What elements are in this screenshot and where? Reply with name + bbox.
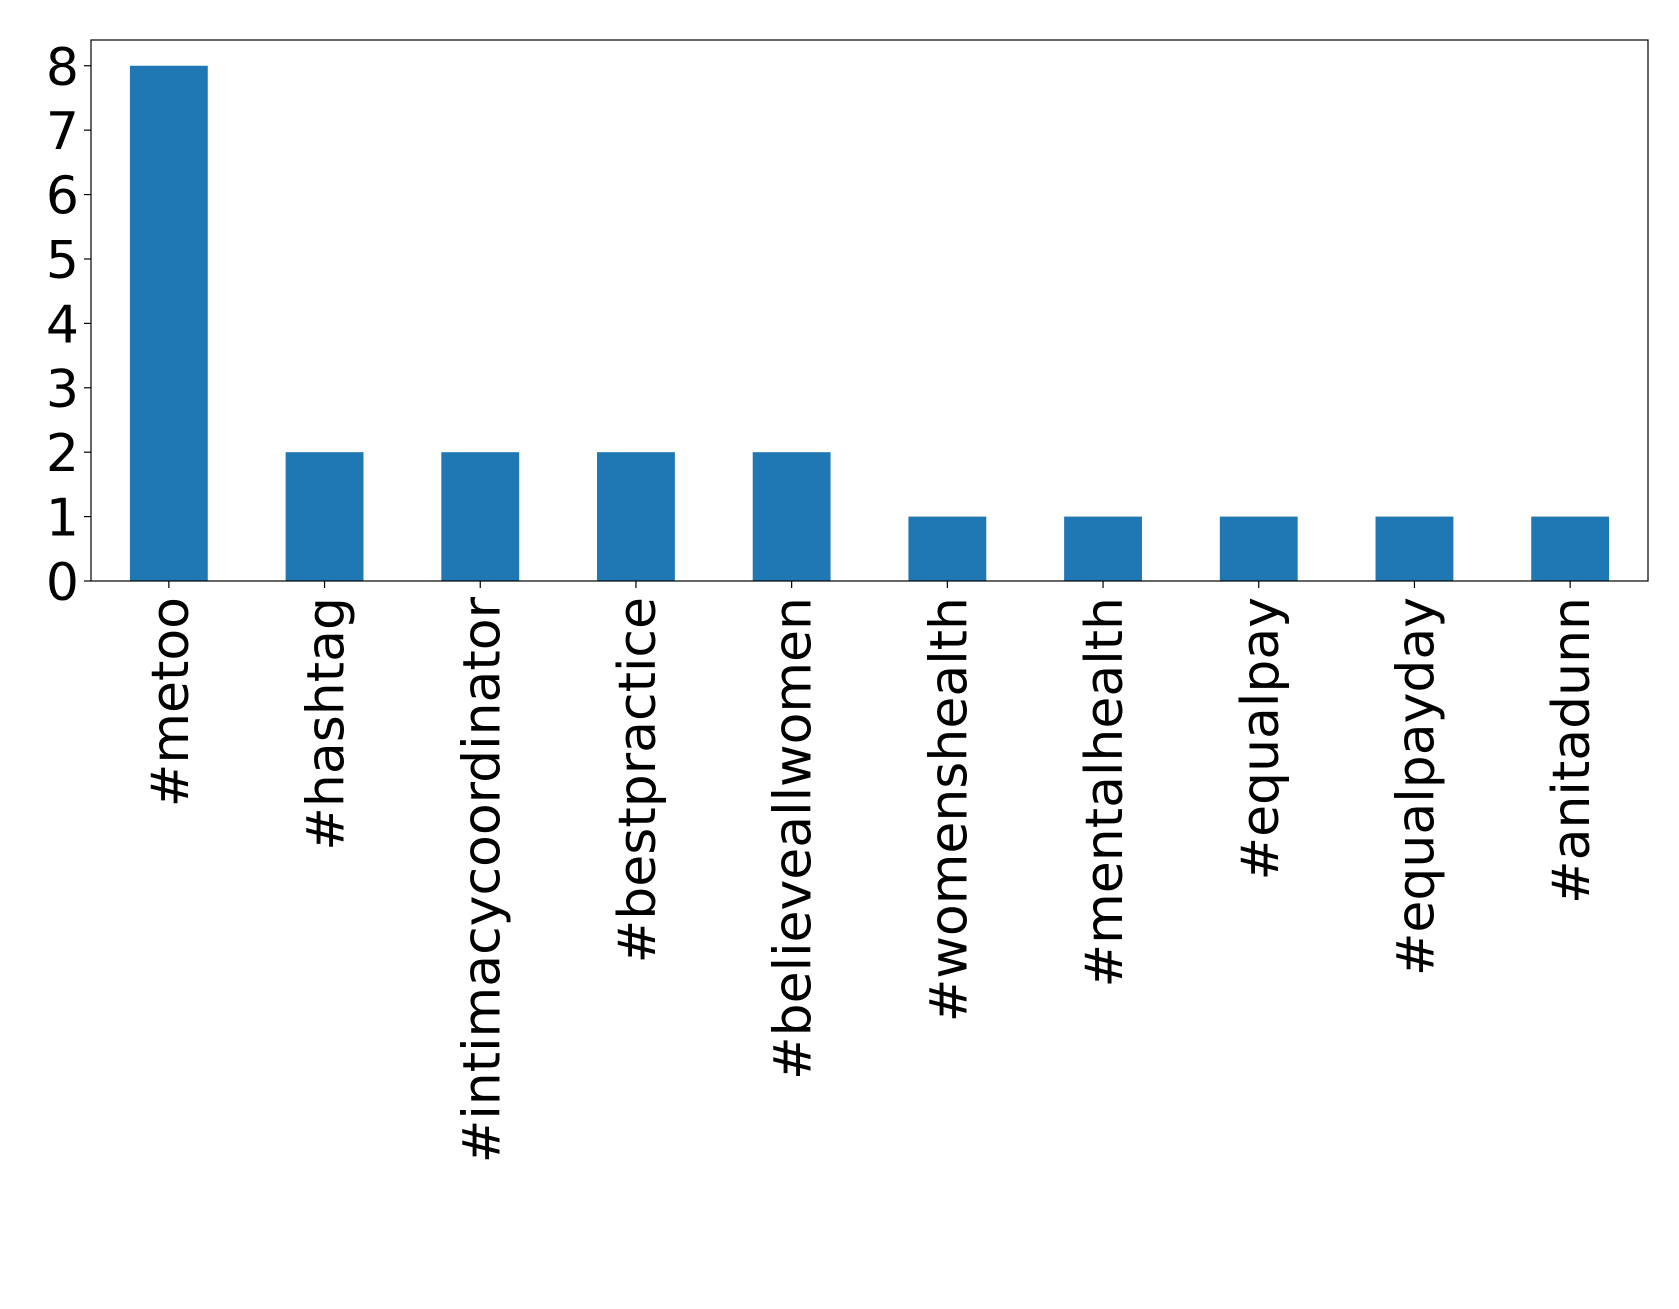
y-tick-label: 0 [46, 553, 79, 613]
x-tick-label: #intimacycoordinator [452, 596, 512, 1163]
x-tick-label: #hashtag [297, 597, 357, 851]
x-tick-label: #equalpayday [1386, 597, 1446, 976]
x-tick-label: #equalpay [1231, 597, 1291, 881]
bar [285, 452, 364, 581]
bar [1531, 516, 1610, 581]
x-tick-label: #anitadunn [1542, 597, 1602, 904]
bar [752, 452, 831, 581]
bar [597, 452, 675, 581]
bar [441, 452, 520, 581]
x-tick-label: #womenshealth [919, 597, 979, 1022]
y-tick-label: 2 [46, 424, 79, 484]
y-tick-label: 7 [46, 102, 79, 162]
plot-frame [90, 39, 1649, 582]
y-tick-label: 3 [46, 360, 79, 420]
y-tick-label: 6 [46, 167, 79, 227]
y-tick-label: 4 [46, 295, 79, 355]
y-tick-label: 5 [46, 231, 79, 291]
bar [1064, 516, 1142, 581]
y-tick-label: 1 [46, 489, 79, 549]
y-tick-label: 8 [46, 38, 79, 98]
bar [1219, 516, 1298, 581]
x-tick-label: #mentalhealth [1075, 597, 1135, 987]
bar [908, 516, 987, 581]
x-tick-label: #bestpractice [608, 597, 668, 963]
bar [1375, 516, 1454, 581]
bar [129, 65, 208, 581]
x-tick-label: #metoo [141, 597, 201, 807]
x-tick-label: #believeallwomen [764, 597, 824, 1080]
